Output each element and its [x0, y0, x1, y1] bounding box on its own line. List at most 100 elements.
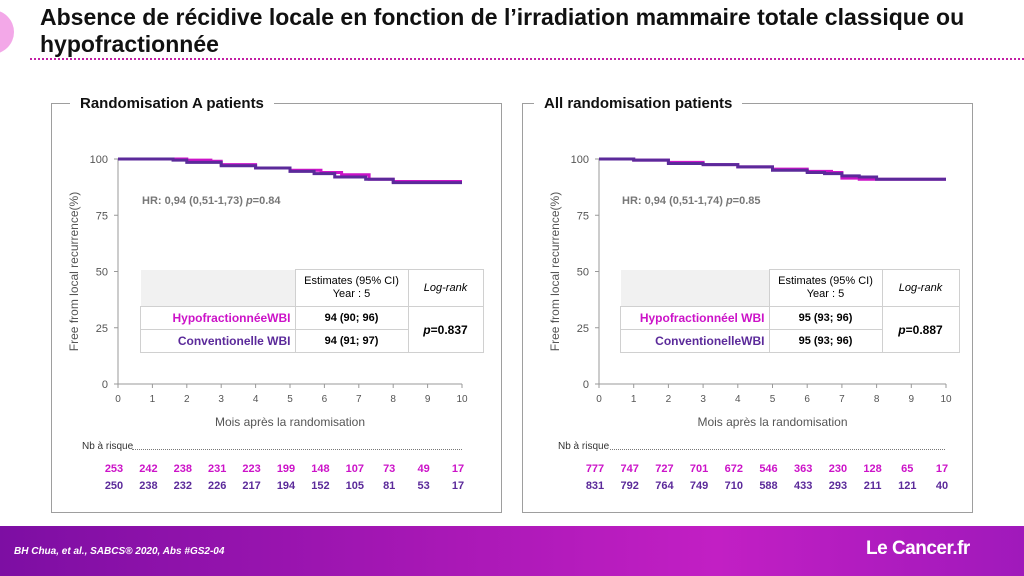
y-tick-label: 0 — [583, 379, 589, 391]
x-tick-label: 6 — [322, 394, 328, 405]
risk-count-hypo: 363 — [794, 463, 813, 475]
p-value: p=0.837 — [407, 306, 484, 353]
risk-dotted-rule — [132, 449, 462, 450]
footer-bar — [0, 526, 1024, 576]
conv-estimate: 95 (93; 96) — [768, 329, 883, 353]
risk-count-hypo: 777 — [585, 463, 605, 475]
risk-count-conv: 17 — [451, 480, 465, 492]
risk-count-hypo: 128 — [863, 463, 882, 475]
risk-count-hypo: 253 — [104, 463, 124, 475]
x-tick-label: 10 — [456, 394, 468, 405]
risk-count-conv: 250 — [104, 480, 124, 492]
km-plot-a: 0 25 50 75 100 0 1 2 3 4 5 6 7 8 9 10 Mois après la rand… — [67, 154, 468, 429]
y-tick-label: 25 — [577, 323, 589, 335]
km-plot-b: 0 25 50 75 100 0 1 2 3 4 5 6 7 8 9 10 Mois après la rand… — [548, 154, 952, 429]
title-decoration — [0, 10, 14, 54]
risk-label-b: Nb à risque — [558, 441, 610, 452]
conv-label: Conventionelle WBI — [140, 329, 296, 353]
risk-count-conv: 194 — [276, 480, 296, 492]
risk-count-hypo: 672 — [724, 463, 743, 475]
hypo-estimate: 94 (90; 96) — [294, 306, 409, 330]
x-tick-label: 4 — [735, 394, 741, 405]
x-tick-label: 5 — [770, 394, 776, 405]
hypo-label: HypofractionnéeWBI — [140, 306, 296, 330]
risk-count-conv: 226 — [208, 480, 227, 492]
risk-count-hypo: 242 — [139, 463, 158, 475]
risk-count-hypo: 17 — [451, 463, 465, 475]
estimates-table-b: Estimates (95% CI) Year : 5 Log-rank Hypo… — [620, 269, 960, 353]
x-axis-label: Mois après la randomisation — [215, 415, 365, 429]
x-tick-label: 9 — [909, 394, 915, 405]
x-axis-label: Mois après la randomisation — [697, 415, 847, 429]
x-tick-label: 4 — [253, 394, 259, 405]
panel-title-b: All randomisation patients — [534, 94, 743, 114]
risk-count-conv: 238 — [139, 480, 158, 492]
risk-count-conv: 710 — [724, 480, 743, 492]
slide-title: Absence de récidive locale en fonction d… — [40, 4, 965, 57]
risk-count-hypo: 231 — [208, 463, 227, 475]
y-tick-label: 50 — [577, 267, 589, 279]
x-tick-label: 0 — [596, 394, 602, 405]
x-tick-label: 1 — [631, 394, 637, 405]
x-tick-label: 3 — [700, 394, 706, 405]
x-tick-label: 8 — [874, 394, 880, 405]
risk-count-conv: 792 — [620, 480, 639, 492]
p-value: p=0.887 — [881, 306, 960, 353]
risk-count-conv: 40 — [935, 480, 949, 492]
y-tick-label: 75 — [577, 210, 589, 222]
risk-count-conv: 53 — [417, 480, 430, 492]
y-axis-label: Free from local recurrence(%) — [67, 192, 81, 351]
title-divider — [30, 58, 1024, 60]
y-tick-label: 100 — [90, 154, 108, 166]
risk-count-conv: 588 — [759, 480, 778, 492]
risk-count-hypo: 238 — [173, 463, 192, 475]
risk-count-hypo: 223 — [242, 463, 261, 475]
risk-count-conv: 749 — [689, 480, 709, 492]
risk-count-hypo: 148 — [311, 463, 330, 475]
x-tick-label: 10 — [940, 394, 952, 405]
risk-count-hypo: 230 — [828, 463, 848, 475]
risk-count-hypo: 107 — [345, 463, 364, 475]
risk-count-hypo: 727 — [655, 463, 674, 475]
conv-label: ConventionelleWBI — [620, 329, 770, 353]
risk-count-conv: 105 — [345, 480, 364, 492]
risk-count-hypo: 49 — [417, 463, 430, 475]
risk-count-conv: 831 — [585, 480, 605, 492]
risk-count-conv: 764 — [655, 480, 674, 492]
conv-estimate: 94 (91; 97) — [294, 329, 409, 353]
risk-count-conv: 121 — [898, 480, 917, 492]
logrank-header: Log-rank — [881, 269, 960, 307]
y-tick-label: 100 — [571, 154, 589, 166]
x-tick-label: 9 — [425, 394, 431, 405]
conv-curve — [599, 157, 946, 181]
risk-count-hypo: 73 — [383, 463, 396, 475]
risk-dotted-rule — [610, 449, 945, 450]
x-tick-label: 2 — [666, 394, 672, 405]
hypo-label: Hypofractionnéel WBI — [620, 306, 770, 330]
x-tick-label: 7 — [356, 394, 362, 405]
panel-title-a: Randomisation A patients — [70, 94, 274, 114]
x-tick-label: 5 — [287, 394, 293, 405]
risk-count-conv: 81 — [383, 480, 396, 492]
x-tick-label: 1 — [150, 394, 156, 405]
brand-logo: Le Cancer.fr — [866, 538, 970, 559]
y-tick-label: 0 — [102, 379, 108, 391]
risk-count-conv: 293 — [828, 480, 848, 492]
estimates-table-a: Estimates (95% CI) Year : 5 Log-rank Hypo… — [140, 269, 484, 353]
y-tick-label: 75 — [96, 210, 108, 222]
x-tick-label: 8 — [390, 394, 396, 405]
risk-count-conv: 211 — [863, 480, 882, 492]
risk-count-hypo: 546 — [759, 463, 778, 475]
y-axis-label: Free from local recurrence(%) — [548, 192, 562, 351]
hr-annotation: HR: 0,94 (0,51-1,73) p=0.84 — [142, 195, 281, 207]
risk-count-hypo: 17 — [935, 463, 949, 475]
x-tick-label: 2 — [184, 394, 190, 405]
hr-annotation: HR: 0,94 (0,51-1,74) p=0.85 — [622, 195, 761, 207]
x-tick-label: 7 — [839, 394, 845, 405]
risk-label-a: Nb à risque — [82, 441, 134, 452]
risk-count-conv: 433 — [794, 480, 813, 492]
risk-count-hypo: 65 — [901, 463, 914, 475]
risk-count-hypo: 747 — [620, 463, 639, 475]
y-tick-label: 50 — [96, 267, 108, 279]
panel-all-randomisation — [522, 103, 973, 513]
